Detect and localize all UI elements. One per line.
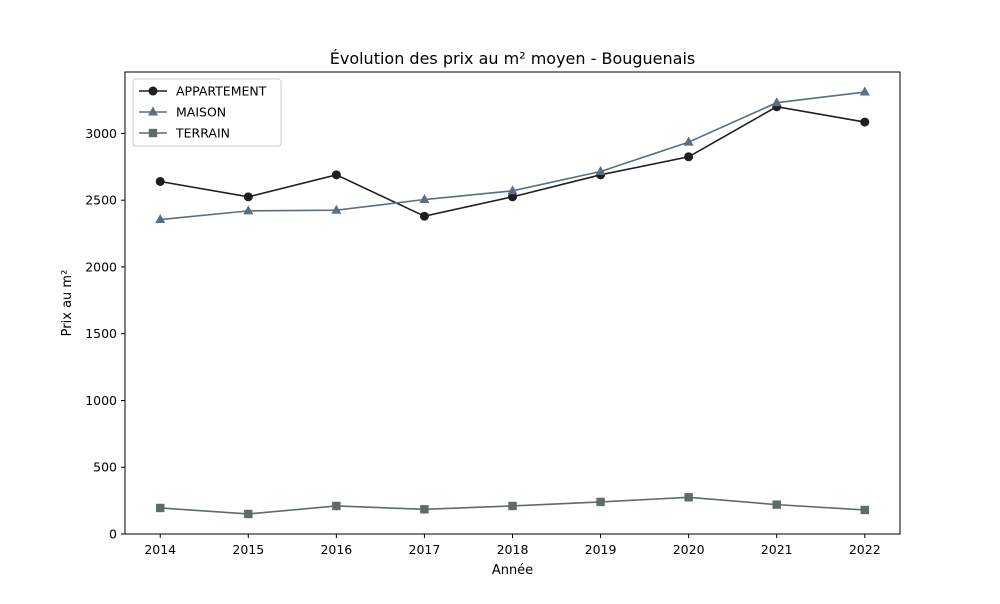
- series-maison: [155, 86, 870, 224]
- data-point: [419, 211, 429, 221]
- legend-marker: [148, 106, 158, 116]
- data-point: [508, 192, 517, 202]
- legend-box: [132, 78, 282, 147]
- x-tick-label: 2018: [497, 542, 529, 557]
- data-point: [859, 86, 870, 96]
- y-tick-label: 500: [93, 460, 117, 475]
- data-point: [860, 117, 870, 127]
- x-tick-label: 2015: [232, 542, 264, 557]
- y-tick-label: 3000: [85, 126, 117, 141]
- x-tick-label: 2021: [761, 542, 793, 557]
- data-point: [331, 204, 342, 214]
- y-tick-label: 2000: [85, 259, 117, 274]
- legend-item: MAISON: [139, 105, 226, 120]
- x-tick-label: 2019: [585, 542, 617, 557]
- y-tick-label: 2500: [85, 193, 117, 208]
- x-tick-label: 2017: [409, 542, 441, 557]
- data-point: [595, 165, 606, 175]
- legend: APPARTEMENT MAISON TERRAIN: [132, 78, 282, 147]
- legend-item: TERRAIN: [139, 126, 230, 141]
- chart-title: Évolution des prix au m² moyen - Bouguen…: [330, 49, 696, 68]
- y-tick-label: 1000: [85, 393, 117, 408]
- x-axis-label: Année: [492, 563, 533, 578]
- legend-marker: [148, 86, 158, 96]
- legend-label: MAISON: [176, 105, 226, 120]
- data-point: [596, 497, 605, 507]
- y-tick-label: 0: [109, 527, 117, 542]
- data-point: [243, 205, 254, 215]
- data-point: [243, 192, 253, 202]
- data-point: [684, 152, 694, 162]
- data-point: [771, 97, 782, 107]
- x-tick-label: 2014: [144, 542, 176, 557]
- data-point: [684, 493, 693, 502]
- series-layer: [155, 86, 870, 519]
- series-terrain: [156, 493, 869, 519]
- data-point: [331, 170, 341, 180]
- data-point: [244, 509, 253, 519]
- legend-label: APPARTEMENT: [176, 84, 267, 99]
- data-point: [508, 501, 517, 511]
- data-point: [156, 503, 165, 513]
- data-point: [772, 500, 781, 509]
- data-point: [683, 136, 694, 146]
- data-point: [860, 505, 869, 515]
- legend-label: TERRAIN: [175, 126, 230, 141]
- x-tick-label: 2016: [320, 542, 352, 557]
- legend-marker: [148, 128, 158, 138]
- data-point: [419, 194, 430, 204]
- y-tick-label: 1500: [85, 326, 117, 341]
- data-point: [155, 214, 166, 224]
- legend-item: APPARTEMENT: [139, 84, 267, 99]
- axis-ticks: 2014 2015 2016 2017 2018 2019 2020 2021 2022 0 500…: [85, 126, 880, 557]
- y-axis-label: Prix au m²: [60, 270, 75, 337]
- data-point: [507, 185, 518, 195]
- x-tick-label: 2022: [849, 542, 881, 557]
- data-point: [155, 176, 165, 186]
- data-point: [420, 505, 429, 514]
- x-tick-label: 2020: [673, 542, 705, 557]
- data-point: [332, 501, 341, 511]
